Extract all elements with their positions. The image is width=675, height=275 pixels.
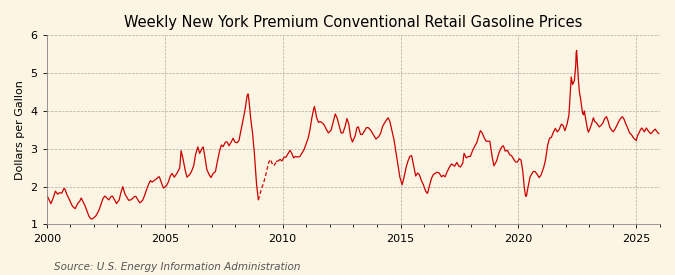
Title: Weekly New York Premium Conventional Retail Gasoline Prices: Weekly New York Premium Conventional Ret… <box>124 15 583 30</box>
Text: Source: U.S. Energy Information Administration: Source: U.S. Energy Information Administ… <box>54 262 300 272</box>
Y-axis label: Dollars per Gallon: Dollars per Gallon <box>15 80 25 180</box>
